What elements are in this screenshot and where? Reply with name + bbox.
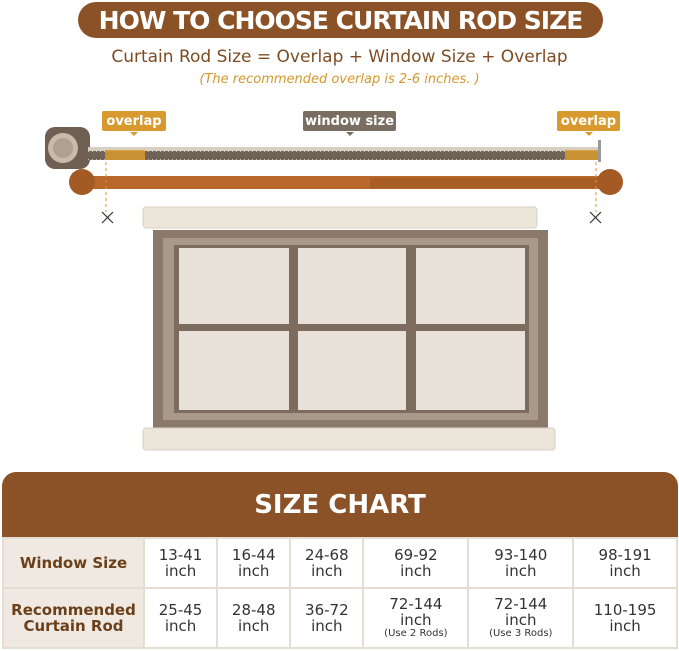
table-cell: 28-48 inch xyxy=(216,587,292,649)
cell-unit: inch xyxy=(609,562,641,580)
page-title: HOW TO CHOOSE CURTAIN ROD SIZE xyxy=(78,2,603,38)
cell-unit: inch xyxy=(164,617,197,635)
cell-unit: inch xyxy=(400,611,432,629)
curtain-rod-icon xyxy=(69,169,623,195)
cell-note: (Use 2 Rods) xyxy=(384,628,448,639)
cell-value: 28-48 xyxy=(231,601,276,619)
cell-unit: inch xyxy=(237,617,270,635)
overlap-note: (The recommended overlap is 2-6 inches. … xyxy=(199,72,480,87)
table-row-recommended-rod: Recommended Curtain Rod 25-45 inch 28-48 in… xyxy=(2,587,678,649)
cell-value: 16-44 xyxy=(231,546,276,564)
row-header: Recommended Curtain Rod xyxy=(2,587,145,649)
cell-unit: inch xyxy=(237,562,270,580)
table-cell: 93-140 inch xyxy=(467,537,575,589)
formula-text: Curtain Rod Size = Overlap + Window Size… xyxy=(111,47,568,67)
row-header-line: Curtain Rod xyxy=(23,617,124,635)
curtain-rod-window-illustration xyxy=(45,127,623,451)
table-cell: 98-191 inch xyxy=(572,537,678,589)
cell-unit: inch xyxy=(164,562,197,580)
row-header: Window Size xyxy=(2,537,145,589)
cell-note: (Use 3 Rods) xyxy=(489,628,553,639)
table-row-window-size: Window Size 13-41 inch 16-44 inch 24-68 inc… xyxy=(2,537,678,589)
table-cell: 16-44 inch xyxy=(216,537,292,589)
window-icon xyxy=(142,206,556,451)
table-cell: 110-195 inch xyxy=(572,587,678,649)
cell-unit: inch xyxy=(505,611,537,629)
cell-unit: inch xyxy=(609,617,641,635)
row-header-line: Recommended xyxy=(11,601,136,619)
tape-measure-icon xyxy=(45,127,601,169)
table-cell: 72-144 inch (Use 3 Rods) xyxy=(467,587,575,649)
cell-unit: inch xyxy=(505,562,537,580)
table-cell: 69-92 inch xyxy=(362,537,470,589)
table-cell: 24-68 inch xyxy=(289,537,365,589)
table-cell: 36-72 inch xyxy=(289,587,365,649)
cell-unit: inch xyxy=(311,617,343,635)
cell-value: 110-195 xyxy=(593,601,657,619)
overlap-right-label: overlap xyxy=(557,111,620,136)
table-cell: 13-41 inch xyxy=(142,537,219,589)
cell-value: 25-45 xyxy=(158,601,203,619)
size-chart-table: Window Size 13-41 inch 16-44 inch 24-68 inc… xyxy=(2,537,678,649)
cell-value: 24-68 xyxy=(305,546,349,564)
cell-unit: inch xyxy=(400,562,432,580)
size-chart-title: SIZE CHART xyxy=(2,472,678,537)
cell-value: 93-140 xyxy=(494,546,548,564)
table-cell: 25-45 inch xyxy=(142,587,219,649)
cell-value: 69-92 xyxy=(394,546,438,564)
cell-value: 72-144 xyxy=(389,595,443,613)
window-size-label: window size xyxy=(303,111,396,136)
mark-x-icon xyxy=(101,211,602,224)
cell-value: 13-41 xyxy=(158,546,203,564)
overlap-left-label: overlap xyxy=(102,111,166,136)
cell-value: 72-144 xyxy=(494,595,548,613)
cell-value: 36-72 xyxy=(305,601,349,619)
table-cell: 72-144 inch (Use 2 Rods) xyxy=(362,587,470,649)
cell-value: 98-191 xyxy=(598,546,652,564)
cell-unit: inch xyxy=(311,562,343,580)
